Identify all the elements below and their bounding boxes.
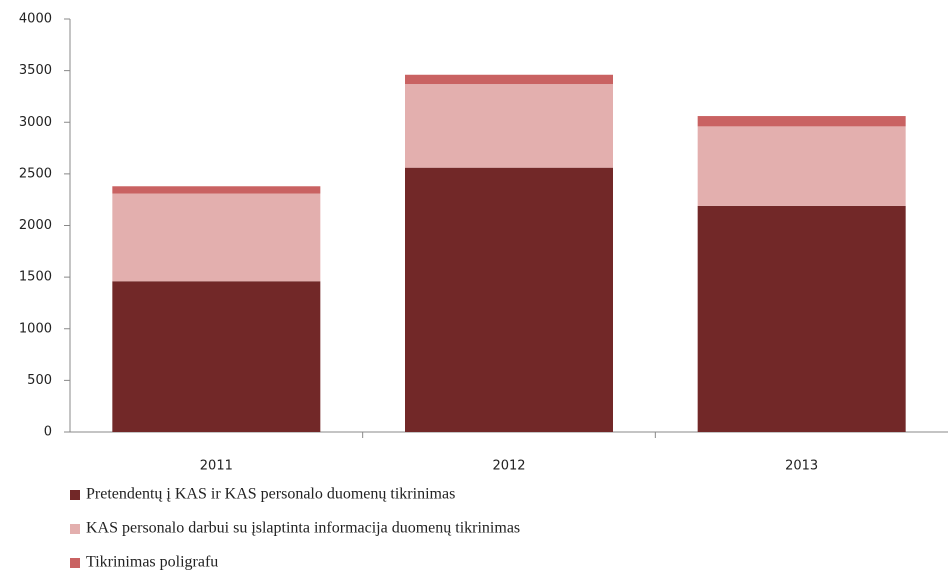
y-tick-label: 0 [44, 425, 52, 440]
bar-segment [405, 167, 613, 432]
legend-label: KAS personalo darbui su įslaptinta infor… [86, 520, 520, 537]
bar-segment [405, 84, 613, 168]
y-tick-label: 2500 [19, 166, 52, 181]
y-tick-label: 1500 [19, 270, 52, 285]
y-tick-label: 4000 [19, 12, 52, 27]
bar-segment [112, 186, 321, 194]
y-tick-label: 1000 [19, 321, 52, 336]
bar-segment [697, 205, 906, 432]
y-tick-label: 500 [27, 373, 52, 388]
bar-segment [112, 281, 321, 432]
bar-segment [697, 116, 906, 127]
bar-segment [112, 193, 321, 282]
bar-segment [697, 126, 906, 206]
legend-swatch [70, 524, 80, 534]
y-tick-label: 2000 [19, 218, 52, 233]
bar-segment [405, 74, 613, 85]
legend-swatch [70, 490, 80, 500]
legend-swatch [70, 558, 80, 568]
y-tick-label: 3500 [19, 63, 52, 78]
legend-label: Tikrinimas poligrafu [86, 554, 218, 571]
x-tick-label: 2011 [200, 459, 233, 474]
x-tick-label: 2013 [785, 459, 818, 474]
legend-label: Pretendentų į KAS ir KAS personalo duome… [86, 486, 455, 503]
x-tick-label: 2012 [492, 459, 525, 474]
y-tick-label: 3000 [19, 115, 52, 130]
